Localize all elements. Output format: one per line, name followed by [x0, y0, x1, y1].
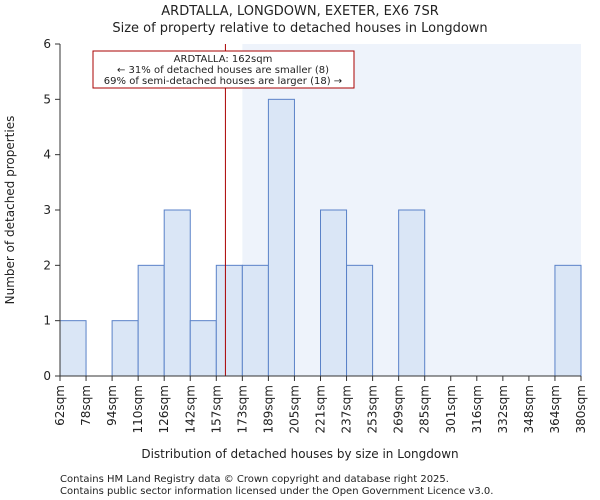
annotation-larger: 69% of semi-detached houses are larger (… [104, 76, 342, 87]
y-axis-label: Number of detached properties [3, 116, 17, 305]
x-tick-label: 364sqm [548, 385, 562, 433]
x-tick-label: 316sqm [470, 385, 484, 433]
chart-subtitle: Size of property relative to detached ho… [112, 21, 487, 36]
annotation-border [92, 50, 355, 89]
x-tick-label: 189sqm [261, 385, 275, 433]
x-tick-label: 94sqm [105, 385, 119, 426]
footer-line-1: Contains HM Land Registry data © Crown c… [60, 474, 449, 485]
x-tick-label: 142sqm [183, 385, 197, 433]
x-tick-label: 269sqm [392, 385, 406, 433]
x-tick-label: 110sqm [131, 385, 145, 433]
bar-269sqm [398, 209, 426, 377]
x-tick-label: 221sqm [314, 385, 328, 433]
bar-364sqm [554, 264, 582, 377]
x-tick-label: 205sqm [287, 385, 301, 433]
bar-173sqm [241, 264, 269, 377]
y-tick-label: 3 [43, 203, 51, 217]
x-tick-label: 285sqm [418, 385, 432, 433]
x-axis-label: Distribution of detached houses by size … [141, 447, 458, 461]
y-tick-label: 0 [43, 369, 51, 383]
bar-62sqm [59, 320, 87, 377]
x-tick-label: 78sqm [79, 385, 93, 426]
x-tick-label: 157sqm [209, 385, 223, 433]
footer-line-2: Contains public sector information licen… [60, 486, 493, 497]
y-tick-label: 5 [43, 92, 51, 106]
bar-126sqm [163, 209, 191, 377]
chart-title: ARDTALLA, LONGDOWN, EXETER, EX6 7SR [161, 4, 438, 19]
annotation-title: ARDTALLA: 162sqm [174, 54, 273, 65]
bar-221sqm [320, 209, 348, 377]
y-tick-label: 4 [43, 148, 51, 162]
y-tick-label: 2 [43, 258, 51, 272]
x-tick-label: 348sqm [522, 385, 536, 433]
y-ticks: 0 1 2 3 4 5 6 [43, 37, 60, 383]
bar-110sqm [137, 264, 165, 377]
x-tick-label: 126sqm [157, 385, 171, 433]
y-tick-label: 6 [43, 37, 51, 51]
bars [59, 98, 582, 377]
x-tick-label: 237sqm [340, 385, 354, 433]
y-tick-label: 1 [43, 314, 51, 328]
bar-237sqm [346, 264, 374, 377]
x-tick-label: 380sqm [574, 385, 588, 433]
bar-142sqm [189, 320, 217, 377]
x-tick-label: 62sqm [53, 385, 67, 426]
bar-94sqm [111, 320, 139, 377]
x-tick-label: 253sqm [366, 385, 380, 433]
x-tick-label: 301sqm [444, 385, 458, 433]
x-tick-label: 173sqm [235, 385, 249, 433]
bar-157sqm [215, 264, 243, 377]
x-ticks: 62sqm 78sqm 94sqm 110sqm 126sqm 142sqm 157sqm 1… [53, 376, 588, 433]
x-tick-label: 332sqm [496, 385, 510, 433]
bar-189sqm [267, 98, 295, 377]
annotation-box: ARDTALLA: 162sqm ← 31% of detached house… [92, 50, 355, 89]
annotation-smaller: ← 31% of detached houses are smaller (8) [117, 65, 329, 76]
